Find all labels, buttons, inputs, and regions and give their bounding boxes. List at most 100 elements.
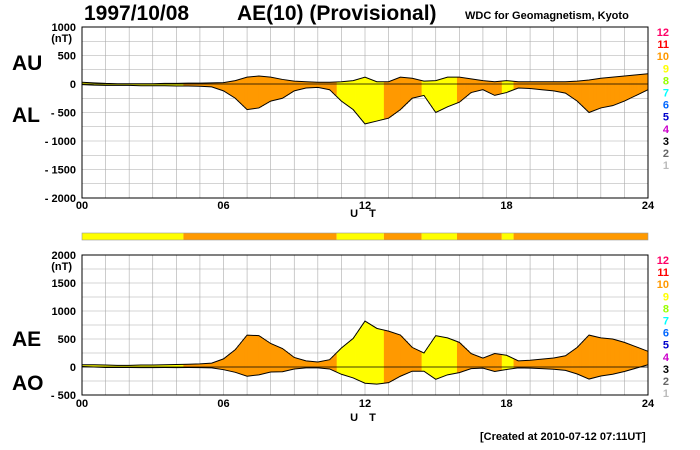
legend-level-5: 5 xyxy=(663,340,669,352)
activity-segment xyxy=(383,233,422,240)
area-fill-column xyxy=(485,80,489,92)
area-fill-column xyxy=(440,336,444,378)
area-fill-column xyxy=(390,332,394,381)
area-fill-column xyxy=(501,354,505,371)
area-fill-column xyxy=(221,359,224,370)
area-fill-column xyxy=(336,351,340,373)
legend-level-12: 12 xyxy=(657,255,669,267)
area-fill-column xyxy=(122,83,125,86)
area-fill-column xyxy=(492,354,496,372)
area-fill-column xyxy=(254,335,257,376)
area-fill-column xyxy=(626,75,630,100)
area-fill-column xyxy=(605,77,609,107)
activity-segment xyxy=(456,233,502,240)
area-fill-column xyxy=(291,80,295,92)
area-fill-column xyxy=(126,83,130,86)
area-fill-column xyxy=(143,83,147,86)
area-fill-column xyxy=(178,364,182,368)
area-fill-column xyxy=(346,343,349,377)
area-fill-column xyxy=(310,82,314,88)
legend-level-8: 8 xyxy=(663,75,669,87)
area-fill-column xyxy=(277,347,281,372)
area-fill-column xyxy=(306,81,309,88)
area-fill-column xyxy=(381,81,385,120)
area-fill-column xyxy=(339,81,342,100)
area-fill-column xyxy=(275,346,279,372)
area-fill-column xyxy=(362,322,366,383)
area-fill-column xyxy=(468,352,472,370)
area-fill-column xyxy=(138,83,142,86)
area-fill-column xyxy=(435,335,439,379)
area-fill-column xyxy=(202,363,206,368)
area-fill-column xyxy=(482,357,486,369)
legend-level-1: 1 xyxy=(663,160,669,172)
area-fill-column xyxy=(169,364,173,368)
area-fill-column xyxy=(164,364,168,368)
area-fill-column xyxy=(638,348,642,368)
area-fill-column xyxy=(107,365,111,368)
area-fill-column xyxy=(244,336,248,376)
area-fill-column xyxy=(336,81,340,98)
activity-level-bar xyxy=(81,232,649,241)
area-fill-column xyxy=(607,338,611,375)
area-fill-column xyxy=(145,365,149,368)
area-fill-column xyxy=(645,350,649,366)
area-fill-column xyxy=(235,348,239,373)
area-fill-column xyxy=(173,83,177,86)
area-fill-column xyxy=(421,352,425,372)
area-fill-column xyxy=(192,364,196,368)
area-fill-column xyxy=(263,339,267,374)
area-fill-column xyxy=(110,365,114,368)
area-fill-column xyxy=(577,81,581,103)
area-fill-column xyxy=(82,364,85,367)
area-fill-column xyxy=(270,77,274,101)
area-fill-column xyxy=(520,360,524,368)
al-label: AL xyxy=(12,104,40,127)
area-fill-column xyxy=(334,353,338,372)
area-fill-column xyxy=(230,352,234,372)
area-fill-column xyxy=(447,338,451,375)
area-fill-column xyxy=(131,83,135,86)
area-fill-column xyxy=(629,75,632,99)
area-fill-column xyxy=(138,365,142,368)
area-fill-column xyxy=(367,78,371,124)
area-fill-column xyxy=(287,353,290,371)
legend-level-9: 9 xyxy=(663,63,669,75)
area-fill-column xyxy=(530,81,533,89)
area-fill-column xyxy=(353,336,356,379)
area-fill-column xyxy=(110,83,114,86)
area-fill-column xyxy=(331,356,335,371)
area-fill-column xyxy=(596,78,599,110)
area-fill-column xyxy=(232,80,236,98)
area-fill-column xyxy=(407,77,411,102)
area-fill-column xyxy=(593,336,597,378)
area-fill-column xyxy=(480,357,484,369)
area-fill-column xyxy=(485,356,489,370)
area-fill-column xyxy=(320,82,323,89)
area-fill-column xyxy=(133,83,137,86)
area-fill-column xyxy=(204,363,208,368)
area-fill-column xyxy=(532,359,536,369)
area-fill-column xyxy=(454,341,458,374)
area-fill-column xyxy=(456,341,460,373)
activity-bar-frame xyxy=(81,232,649,241)
area-fill-column xyxy=(148,365,151,368)
area-fill-column xyxy=(433,337,437,379)
area-fill-column xyxy=(301,359,305,369)
area-fill-column xyxy=(558,81,562,92)
area-fill-column xyxy=(390,80,394,116)
area-fill-column xyxy=(178,83,182,86)
area-fill-column xyxy=(105,83,109,86)
area-fill-column xyxy=(452,77,456,105)
area-fill-column xyxy=(341,81,345,102)
x-tick-label: 24 xyxy=(642,398,655,410)
area-fill-column xyxy=(631,75,635,98)
area-fill-column xyxy=(289,80,293,94)
area-fill-column xyxy=(454,77,458,104)
area-fill-column xyxy=(405,77,408,104)
area-fill-column xyxy=(560,81,564,93)
area-fill-column xyxy=(82,82,85,85)
area-fill-column xyxy=(329,358,333,370)
area-fill-column xyxy=(296,81,300,90)
area-fill-column xyxy=(539,359,543,369)
